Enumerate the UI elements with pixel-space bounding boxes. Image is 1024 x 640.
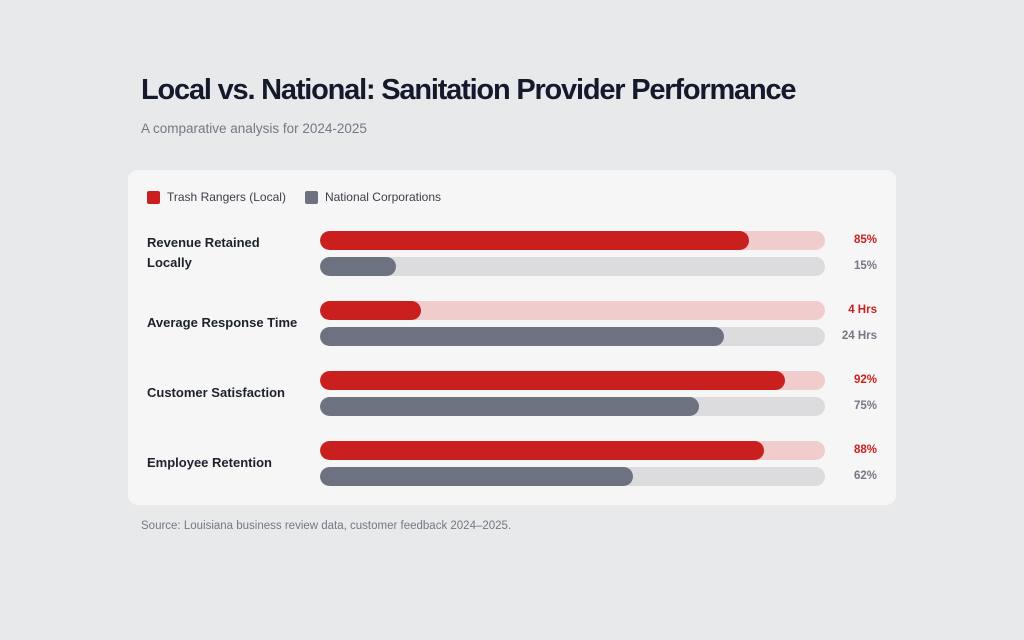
value-label-local: 88% [853,444,877,456]
bar-row: Average Response Time 4 Hrs 24 Hrs [128,301,896,346]
chart-title: Local vs. National: Sanitation Provider … [141,74,797,106]
value-label-national: 15% [853,260,877,272]
bar-track-local [320,301,825,320]
bar-track-local [320,441,825,460]
value-label-local: 85% [853,234,877,246]
bar-local [320,371,785,390]
bar-track-local [320,371,825,390]
bar-national [320,257,396,276]
bar-local [320,231,750,250]
legend-item-local: Trash Rangers (Local) [147,190,286,204]
bar-row: Employee Retention 88% 62% [128,441,896,486]
legend: Trash Rangers (Local) National Corporati… [147,190,460,204]
category-label: Employee Retention [147,455,272,470]
legend-swatch-local [147,190,160,204]
category-label: Average Response Time [147,315,298,330]
bar-track-national [320,327,825,346]
value-label-national: 24 Hrs [841,330,877,342]
bar-national [320,327,724,346]
bar-local [320,441,765,460]
category-label: Revenue Retained Locally [147,235,260,270]
bar-local [320,301,421,320]
value-label-national: 75% [853,400,877,412]
legend-label-local: Trash Rangers (Local) [167,190,286,204]
category-label: Customer Satisfaction [147,385,285,400]
bar-row: Revenue Retained Locally 85% 15% [128,231,896,276]
bar-track-national [320,467,825,486]
value-label-local: 4 Hrs [848,304,877,316]
source-note: Source: Louisiana business review data, … [141,520,512,532]
bar-row: Customer Satisfaction 92% 75% [128,371,896,416]
chart-subtitle: A comparative analysis for 2024-2025 [141,121,367,136]
value-label-local: 92% [853,374,877,386]
bar-track-local [320,231,825,250]
bar-track-national [320,257,825,276]
bar-national [320,397,699,416]
chart-card: Trash Rangers (Local) National Corporati… [128,170,896,505]
bar-national [320,467,634,486]
legend-item-national: National Corporations [304,190,441,204]
legend-swatch-national [304,190,318,204]
legend-label-national: National Corporations [324,190,441,204]
bar-track-national [320,397,825,416]
value-label-national: 62% [853,470,877,482]
